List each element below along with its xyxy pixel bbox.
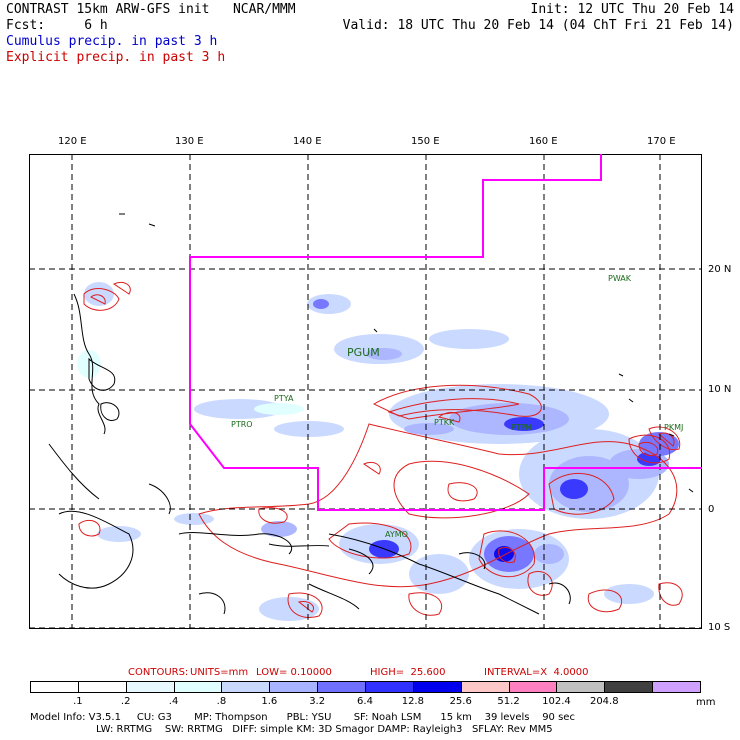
legend-swatch (556, 681, 606, 693)
legend-tick-label: 3.2 (309, 696, 326, 707)
legend-swatch (221, 681, 271, 693)
station-ptya: PTYA (274, 394, 294, 403)
legend-swatch (604, 681, 654, 693)
contours-title: CONTOURS: (128, 667, 189, 678)
region-boundary (189, 154, 702, 511)
legend-tick-label: 102.4 (542, 696, 571, 707)
cumulus-label: Cumulus precip. in past 3 h (6, 34, 218, 49)
lon-label-130e: 130 E (175, 136, 204, 147)
legend-tick-label: .8 (216, 696, 227, 707)
explicit-precip-contours (78, 281, 683, 618)
model-info-line1: Model Info: V3.5.1 CU: G3 MP: Thompson P… (30, 712, 575, 723)
legend-swatch (30, 681, 79, 693)
station-ptro: PTRO (231, 420, 253, 429)
lat-label-10n: 10 N (708, 384, 732, 395)
legend-swatch (317, 681, 366, 693)
legend-swatch (125, 681, 175, 693)
legend-swatch (412, 681, 462, 693)
coastlines (48, 213, 694, 615)
contours-low: LOW= 0.10000 (256, 667, 332, 678)
lat-label-10s: 10 S (708, 622, 731, 633)
model-info-line2: LW: RRTMG SW: RRTMG DIFF: simple KM: 3D … (96, 724, 553, 735)
explicit-label: Explicit precip. in past 3 h (6, 50, 226, 65)
forecast-hour: Fcst: 6 h (6, 18, 108, 33)
legend-tick-label: 25.6 (449, 696, 472, 707)
lon-label-160e: 160 E (529, 136, 558, 147)
station-pwak: PWAK (608, 274, 632, 283)
legend-tick-label: 6.4 (357, 696, 373, 707)
legend-unit: mm (696, 697, 716, 708)
legend-swatch (508, 681, 558, 693)
station-aymo: AYMO (385, 530, 408, 539)
legend-swatch (269, 681, 319, 693)
legend-tick-label: .4 (168, 696, 179, 707)
lon-label-140e: 140 E (293, 136, 322, 147)
legend-tick-label: .2 (120, 696, 131, 707)
legend-swatch (652, 681, 701, 693)
cumulus-precip-shading (77, 282, 679, 621)
graticule (29, 154, 702, 629)
legend-swatch (77, 681, 127, 693)
lon-label-170e: 170 E (647, 136, 676, 147)
legend-tick-label: .1 (73, 696, 83, 707)
lat-label-0: 0 (708, 504, 715, 515)
valid-time: Valid: 18 UTC Thu 20 Feb 14 (04 ChT Fri … (342, 18, 734, 33)
contours-high: HIGH= 25.600 (370, 667, 446, 678)
legend-swatch (365, 681, 414, 693)
legend-tick-label: 51.2 (497, 696, 520, 707)
legend-tick-label: 12.8 (401, 696, 424, 707)
precip-map (29, 154, 702, 629)
contours-interval: INTERVAL=X 4.0000 (484, 667, 589, 678)
lat-label-20n: 20 N (708, 264, 732, 275)
legend-tick-label: 204.8 (589, 696, 619, 707)
station-ptpn: PTPN (511, 423, 532, 432)
lon-label-120e: 120 E (58, 136, 87, 147)
legend-tick-label: 1.6 (261, 696, 278, 707)
legend-swatch (460, 681, 510, 693)
station-pkmj: PKMJ (664, 423, 684, 432)
legend-swatch (173, 681, 223, 693)
init-time: Init: 12 UTC Thu 20 Feb 14 (530, 2, 735, 17)
lon-label-150e: 150 E (411, 136, 440, 147)
contours-units: UNITS=mm (190, 667, 249, 678)
station-pgum: PGUM (347, 346, 380, 359)
header-title: CONTRAST 15km ARW-GFS init NCAR/MMM (6, 2, 296, 17)
station-ptkk: PTKK (434, 418, 455, 427)
